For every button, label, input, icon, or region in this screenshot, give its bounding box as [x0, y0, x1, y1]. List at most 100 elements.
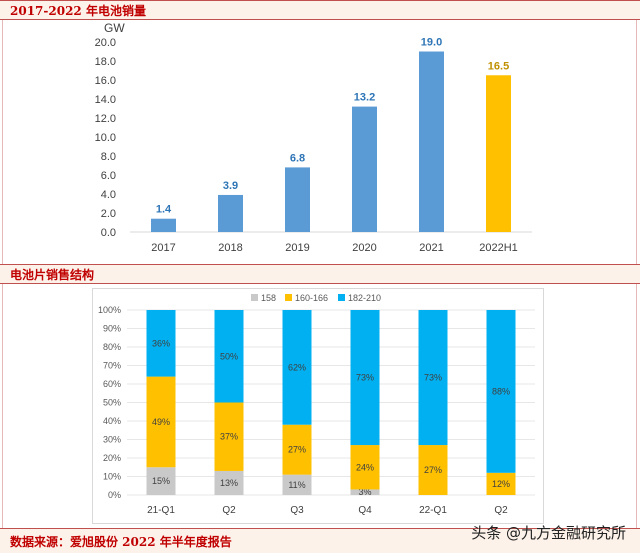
stack-segment-160-166: [350, 445, 380, 490]
bar-2022H1: [486, 75, 511, 232]
segment-value-label: 13%: [220, 478, 238, 488]
section-header-sales-text: 2017-2022 年电池销量: [10, 4, 146, 18]
segment-value-label: 27%: [424, 465, 442, 475]
bar-value-label: 13.2: [354, 92, 375, 104]
bar-value-label: 1.4: [156, 204, 172, 216]
y-tick-label: 30%: [103, 435, 121, 445]
segment-value-label: 49%: [152, 417, 170, 427]
segment-value-label: 73%: [424, 373, 442, 383]
segment-value-label: 27%: [288, 445, 306, 455]
x-tick-label: 21-Q1: [147, 505, 175, 516]
y-tick-label: 20%: [103, 453, 121, 463]
sales-chart-panel: GW 0.0 2.0 4.0 6.0 8.0 10.0 12.0 14.0 16.0 18.0 20.…: [92, 20, 544, 260]
stack-segment-158: [350, 489, 380, 495]
right-border: [636, 20, 637, 264]
y-tick-label: 80%: [103, 342, 121, 352]
y-tick-label: 20.0: [95, 37, 116, 49]
left-border-2: [2, 284, 3, 528]
x-tick-label: 2019: [285, 242, 309, 254]
bar-value-label: 6.8: [290, 152, 305, 164]
segment-value-label: 88%: [492, 386, 510, 396]
y-tick-label: 6.0: [101, 170, 116, 182]
stack-segment-158: [282, 474, 312, 495]
segment-value-label: 11%: [288, 480, 305, 490]
x-tick-label: 2018: [218, 242, 242, 254]
y-tick-label: 16.0: [95, 75, 116, 87]
segment-value-label: 62%: [288, 362, 306, 372]
segment-value-label: 3%: [358, 487, 371, 497]
x-tick-label: 2020: [352, 242, 376, 254]
y-tick-label: 2.0: [101, 208, 116, 220]
footer-source: 数据来源：爱旭股份 2022 年半年度报告: [0, 528, 640, 553]
stack-segment-182-210: [282, 310, 312, 425]
y-tick-label: 10%: [103, 472, 121, 482]
x-tick-label: Q2: [494, 505, 508, 516]
x-tick-label: 2021: [419, 242, 443, 254]
segment-value-label: 15%: [152, 476, 170, 486]
segment-value-label: 50%: [220, 351, 238, 361]
stack-segment-160-166: [418, 445, 448, 495]
stack-segment-160-166: [486, 472, 516, 495]
stack-segment-160-166: [282, 424, 312, 475]
watermark: 头条 @九方金融研究所: [471, 524, 626, 542]
bar-2021: [419, 51, 444, 232]
legend-label: 182-210: [348, 293, 381, 303]
structure-chart-panel: 0% 10% 20% 30% 40% 50% 60% 70% 80% 90% 100% 158 160-…: [92, 288, 544, 524]
section-header-structure-text: 电池片销售结构: [10, 268, 95, 282]
bar-value-label: 3.9: [223, 180, 238, 192]
bar-2017: [151, 218, 176, 232]
y-tick-label: 0.0: [101, 227, 116, 239]
y-tick-label: 12.0: [95, 113, 116, 125]
x-tick-label: Q3: [290, 505, 304, 516]
bar-2020: [352, 106, 377, 232]
legend-label: 158: [261, 293, 276, 303]
legend-label: 160-166: [295, 293, 328, 303]
y-tick-label: 0%: [108, 490, 121, 500]
bar-value-label: 16.5: [488, 60, 509, 72]
stack-segment-182-210: [214, 310, 244, 403]
stack-segment-160-166: [214, 402, 244, 471]
y-tick-label: 50%: [103, 398, 121, 408]
section-header-sales: 2017-2022 年电池销量: [0, 0, 640, 20]
y-axis-unit: GW: [104, 21, 125, 35]
stack-segment-158: [214, 470, 244, 495]
bar-value-label: 19.0: [421, 37, 442, 49]
segment-value-label: 24%: [356, 462, 374, 472]
bar-2019: [285, 167, 310, 232]
stack-segment-160-166: [146, 376, 176, 468]
y-tick-label: 14.0: [95, 94, 116, 106]
y-tick-label: 70%: [103, 361, 121, 371]
footer-source-text: 数据来源：爱旭股份 2022 年半年度报告: [10, 535, 232, 549]
stack-segment-182-210: [350, 310, 380, 446]
legend-swatch-158: [251, 294, 258, 301]
y-tick-label: 10.0: [95, 132, 116, 144]
y-tick-label: 4.0: [101, 189, 116, 201]
y-tick-label: 60%: [103, 379, 121, 389]
structure-stacked-chart: 0% 10% 20% 30% 40% 50% 60% 70% 80% 90% 100% 158 160-…: [98, 293, 535, 516]
y-tick-label: 100%: [98, 305, 121, 315]
y-tick-label: 18.0: [95, 56, 116, 68]
segment-value-label: 73%: [356, 373, 374, 383]
stack-segment-182-210: [486, 310, 516, 473]
segment-value-label: 37%: [220, 432, 238, 442]
section-header-structure: 电池片销售结构: [0, 264, 640, 284]
x-tick-label: Q2: [222, 505, 236, 516]
sales-bar-chart: GW 0.0 2.0 4.0 6.0 8.0 10.0 12.0 14.0 16.0 18.0 20.…: [95, 21, 532, 254]
x-tick-label: 2017: [151, 242, 175, 254]
stack-segment-182-210: [146, 310, 176, 377]
y-tick-label: 8.0: [101, 151, 116, 163]
x-tick-label: Q4: [358, 505, 372, 516]
segment-value-label: 12%: [492, 479, 510, 489]
y-tick-label: 40%: [103, 416, 121, 426]
bar-2018: [218, 194, 243, 232]
x-tick-label: 22-Q1: [419, 505, 447, 516]
segment-value-label: 36%: [152, 338, 170, 348]
right-border-2: [636, 284, 637, 528]
left-border: [2, 20, 3, 264]
stack-segment-158: [146, 467, 176, 495]
legend-swatch-160-166: [285, 294, 292, 301]
stack-segment-182-210: [418, 310, 448, 446]
y-tick-label: 90%: [103, 324, 121, 334]
legend-swatch-182-210: [338, 294, 345, 301]
x-tick-label: 2022H1: [479, 242, 518, 254]
